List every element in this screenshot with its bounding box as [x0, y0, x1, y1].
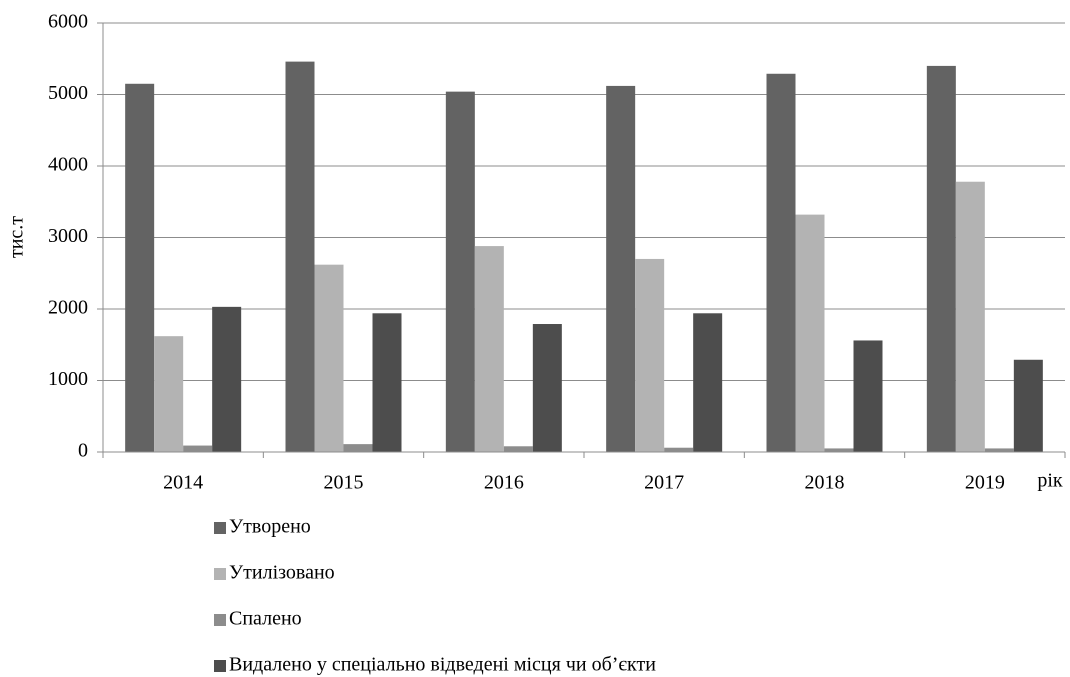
- y-tick-label: 0: [78, 440, 88, 462]
- x-tick-label: 2017: [644, 472, 684, 494]
- bar: [606, 85, 636, 453]
- bar: [693, 313, 723, 452]
- y-tick-label: 6000: [48, 11, 88, 33]
- bar: [824, 448, 854, 452]
- bar: [445, 91, 475, 452]
- bar: [955, 181, 985, 453]
- legend-label: Утворено: [229, 516, 311, 538]
- x-tick-label: 2014: [163, 472, 203, 494]
- bar: [926, 65, 956, 453]
- bar: [125, 83, 155, 453]
- bar: [372, 313, 402, 452]
- legend-swatch: [214, 614, 226, 626]
- y-tick-label: 5000: [48, 82, 88, 104]
- y-tick-label: 3000: [48, 225, 88, 247]
- bar: [343, 444, 373, 452]
- legend-swatch: [214, 568, 226, 580]
- bar: [503, 446, 533, 452]
- legend-label: Утилізовано: [229, 562, 335, 584]
- y-tick-label: 4000: [48, 154, 88, 176]
- bar: [183, 445, 213, 452]
- x-tick-label: 2018: [805, 472, 845, 494]
- x-axis-label: рік: [1037, 470, 1063, 492]
- legend-label: Спалено: [229, 608, 302, 630]
- x-tick-label: 2016: [484, 472, 524, 494]
- bar: [285, 61, 315, 453]
- bar: [766, 73, 796, 452]
- legend-label: Видалено у спеціально відведені місця чи…: [229, 654, 656, 676]
- bar: [664, 447, 694, 452]
- bar: [984, 448, 1014, 452]
- legend-swatch: [214, 660, 226, 672]
- x-tick-label: 2019: [965, 472, 1005, 494]
- bar: [212, 306, 242, 452]
- x-tick-label: 2015: [324, 472, 364, 494]
- bar: [795, 214, 825, 452]
- legend-swatch: [214, 522, 226, 534]
- bar: [1013, 359, 1043, 452]
- bar: [314, 264, 344, 452]
- bar: [154, 336, 184, 452]
- bar: [853, 340, 883, 452]
- bar: [635, 258, 665, 452]
- bar: [532, 324, 562, 452]
- y-tick-label: 1000: [48, 368, 88, 390]
- bar: [474, 246, 504, 452]
- y-axis-label: тис.т: [6, 216, 28, 258]
- y-tick-label: 2000: [48, 297, 88, 319]
